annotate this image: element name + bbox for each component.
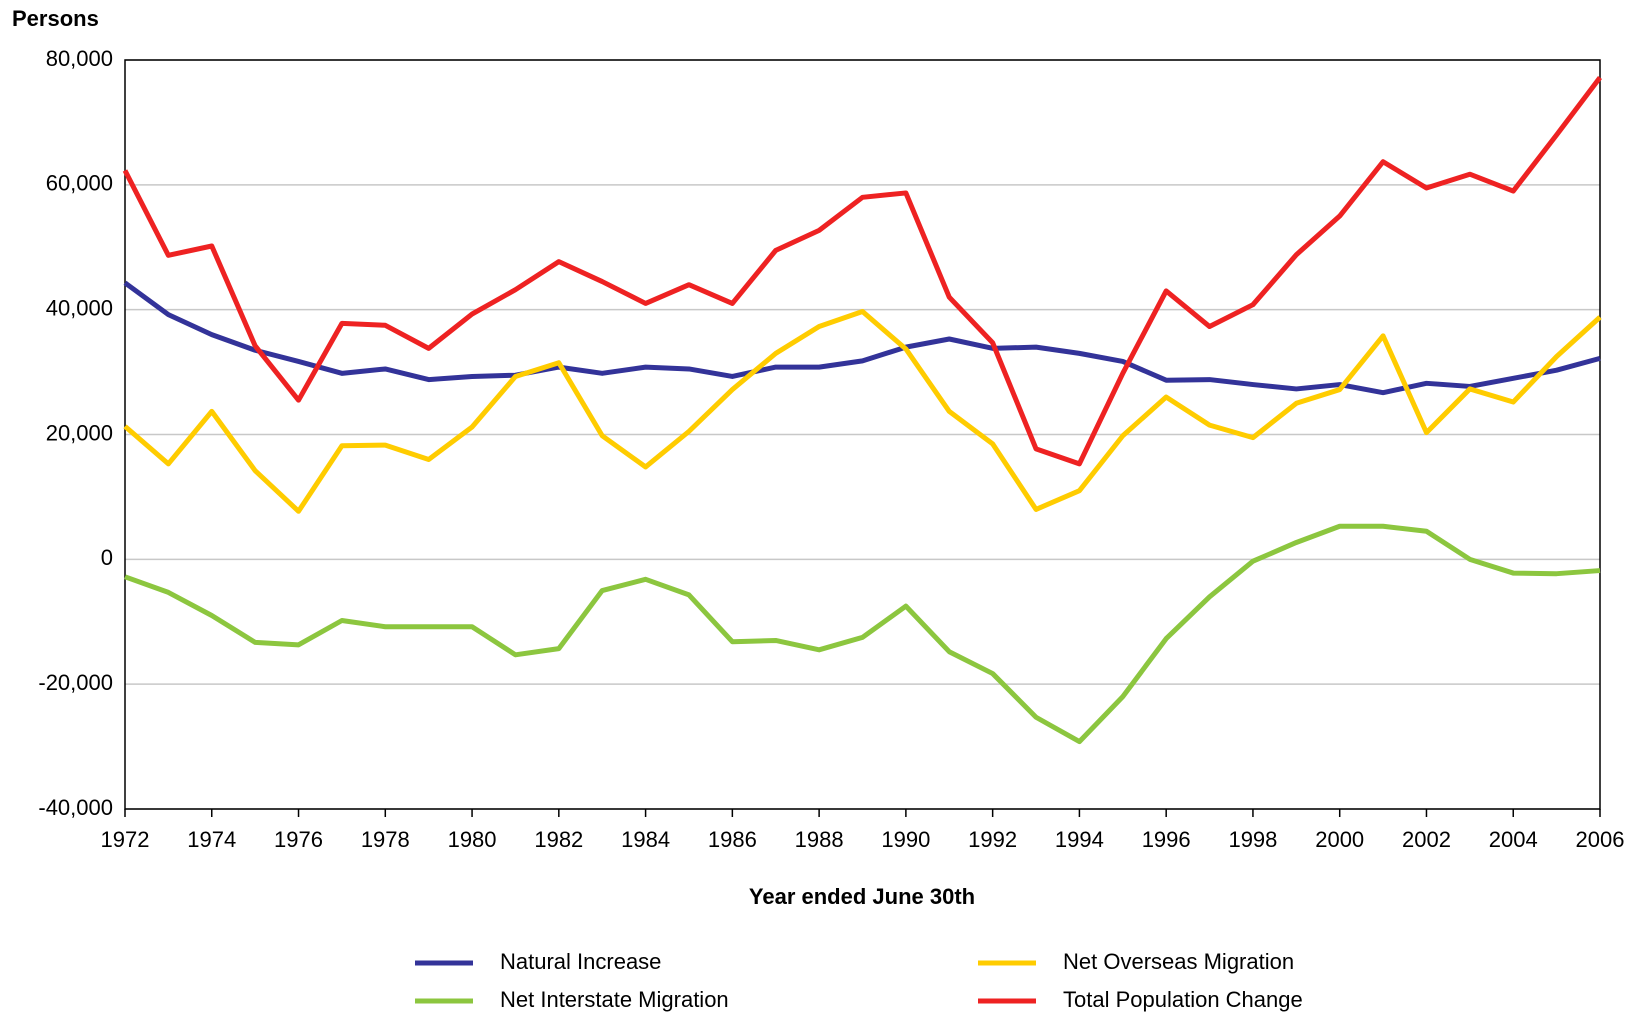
y-tick-label: 80,000 [46, 46, 113, 71]
x-tick-label: 2006 [1576, 827, 1625, 852]
x-tick-label: 1988 [795, 827, 844, 852]
x-tick-label: 1974 [187, 827, 236, 852]
x-tick-label: 1994 [1055, 827, 1104, 852]
legend-label: Natural Increase [500, 949, 661, 974]
series-line [122, 75, 1602, 467]
series-line [123, 280, 1601, 396]
y-tick-label: 60,000 [46, 171, 113, 196]
legend-label: Net Interstate Migration [500, 987, 729, 1012]
y-tick-label: 0 [101, 545, 113, 570]
x-tick-label: 1996 [1142, 827, 1191, 852]
y-axis-label: Persons [12, 6, 99, 31]
x-tick-label: 1990 [881, 827, 930, 852]
y-tick-label: 40,000 [46, 295, 113, 320]
series-line [124, 523, 1601, 745]
y-tick-label: 20,000 [46, 420, 113, 445]
x-tick-label: 2000 [1315, 827, 1364, 852]
legend-label: Net Overseas Migration [1063, 949, 1294, 974]
x-tick-label: 1976 [274, 827, 323, 852]
x-axis-label: Year ended June 30th [749, 884, 975, 909]
y-tick-label: -40,000 [38, 795, 113, 820]
x-tick-label: 2004 [1489, 827, 1538, 852]
legend-label: Total Population Change [1063, 987, 1303, 1012]
x-tick-label: 1980 [448, 827, 497, 852]
x-tick-label: 1978 [361, 827, 410, 852]
x-tick-label: 1986 [708, 827, 757, 852]
series-line [123, 309, 1602, 514]
x-tick-label: 2002 [1402, 827, 1451, 852]
plot-border [124, 59, 1601, 810]
x-tick-label: 1982 [534, 827, 583, 852]
y-tick-label: -20,000 [38, 670, 113, 695]
x-tick-label: 1972 [101, 827, 150, 852]
x-tick-label: 1998 [1228, 827, 1277, 852]
x-tick-label: 1992 [968, 827, 1017, 852]
x-tick-label: 1984 [621, 827, 670, 852]
